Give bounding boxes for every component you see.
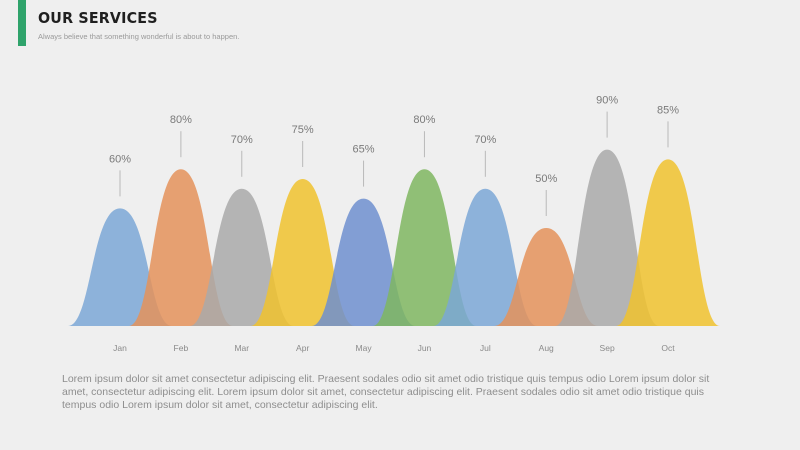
- x-tick-label: Apr: [296, 343, 309, 353]
- data-label: 60%: [109, 153, 131, 165]
- x-tick-label: Sep: [600, 343, 615, 353]
- area-peak-jul: [433, 188, 538, 326]
- area-peak-oct: [616, 159, 720, 326]
- area-peak-apr: [250, 179, 355, 326]
- area-peak-sep: [555, 149, 660, 326]
- x-tick-label: Jan: [113, 343, 127, 353]
- page-subtitle: Always believe that something wonderful …: [38, 32, 240, 41]
- area-peak-jun: [372, 169, 477, 326]
- x-tick-label: May: [356, 343, 373, 353]
- x-tick-label: Jul: [480, 343, 491, 353]
- data-label: 50%: [535, 173, 557, 185]
- header-accent-bar: [18, 0, 26, 46]
- x-tick-label: Mar: [234, 343, 249, 353]
- monthly-area-chart: 60% Jan 80% Feb 70% Mar 75% Apr 65% May 80% Jun 70% J…: [68, 95, 720, 353]
- body-paragraph: Lorem ipsum dolor sit amet consectetur a…: [62, 373, 710, 411]
- data-label: 90%: [596, 95, 618, 107]
- data-label: 75%: [292, 124, 314, 136]
- data-label: 80%: [170, 114, 192, 126]
- x-tick-label: Oct: [661, 343, 675, 353]
- data-label: 70%: [474, 134, 496, 146]
- area-peak-feb: [128, 169, 233, 326]
- x-tick-label: Jun: [418, 343, 432, 353]
- x-tick-label: Feb: [174, 343, 189, 353]
- data-label: 80%: [413, 114, 435, 126]
- data-label: 85%: [657, 104, 679, 116]
- data-label: 70%: [231, 134, 253, 146]
- data-label: 65%: [353, 144, 375, 156]
- x-tick-label: Aug: [539, 343, 554, 353]
- page-title: OUR SERVICES: [38, 9, 158, 27]
